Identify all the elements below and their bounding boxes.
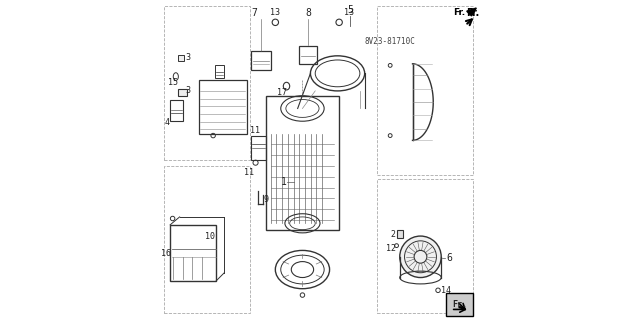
Bar bbox=[446, 293, 473, 316]
Text: 11: 11 bbox=[244, 168, 254, 177]
Bar bbox=[178, 55, 184, 61]
Text: 13: 13 bbox=[270, 8, 280, 17]
Bar bbox=[178, 89, 187, 96]
Bar bbox=[378, 6, 473, 175]
Text: 13: 13 bbox=[344, 8, 354, 17]
Text: 9: 9 bbox=[263, 195, 268, 204]
Text: Fr.: Fr. bbox=[466, 8, 479, 18]
Text: 3: 3 bbox=[185, 53, 190, 62]
Text: 10: 10 bbox=[205, 232, 215, 241]
Text: 4: 4 bbox=[164, 118, 170, 127]
Bar bbox=[252, 51, 271, 70]
Bar bbox=[170, 100, 183, 121]
Text: 11: 11 bbox=[250, 126, 260, 135]
Bar bbox=[215, 65, 224, 78]
Ellipse shape bbox=[400, 236, 441, 278]
Text: 5: 5 bbox=[348, 4, 353, 15]
Text: 15: 15 bbox=[168, 78, 178, 87]
Bar bbox=[170, 225, 216, 281]
Bar bbox=[164, 6, 250, 160]
Bar bbox=[378, 179, 473, 313]
Bar bbox=[164, 166, 250, 313]
Text: Fr.: Fr. bbox=[453, 8, 465, 17]
Bar bbox=[252, 136, 266, 160]
Text: 8: 8 bbox=[305, 8, 311, 18]
Bar bbox=[266, 96, 339, 230]
Text: 8V23-81710C: 8V23-81710C bbox=[365, 37, 415, 46]
Text: 17: 17 bbox=[276, 88, 287, 97]
Bar bbox=[397, 230, 403, 238]
Polygon shape bbox=[467, 8, 476, 16]
Text: 3: 3 bbox=[185, 86, 190, 95]
Text: 6: 6 bbox=[446, 253, 452, 263]
Text: 7: 7 bbox=[252, 8, 257, 18]
Text: 16: 16 bbox=[161, 249, 172, 258]
Text: 1: 1 bbox=[280, 177, 286, 187]
Text: Fr.: Fr. bbox=[452, 300, 467, 309]
Bar bbox=[199, 80, 246, 134]
Bar bbox=[300, 46, 317, 64]
Text: 2: 2 bbox=[390, 230, 396, 239]
Text: 12: 12 bbox=[387, 244, 396, 253]
Text: 14: 14 bbox=[441, 286, 451, 295]
